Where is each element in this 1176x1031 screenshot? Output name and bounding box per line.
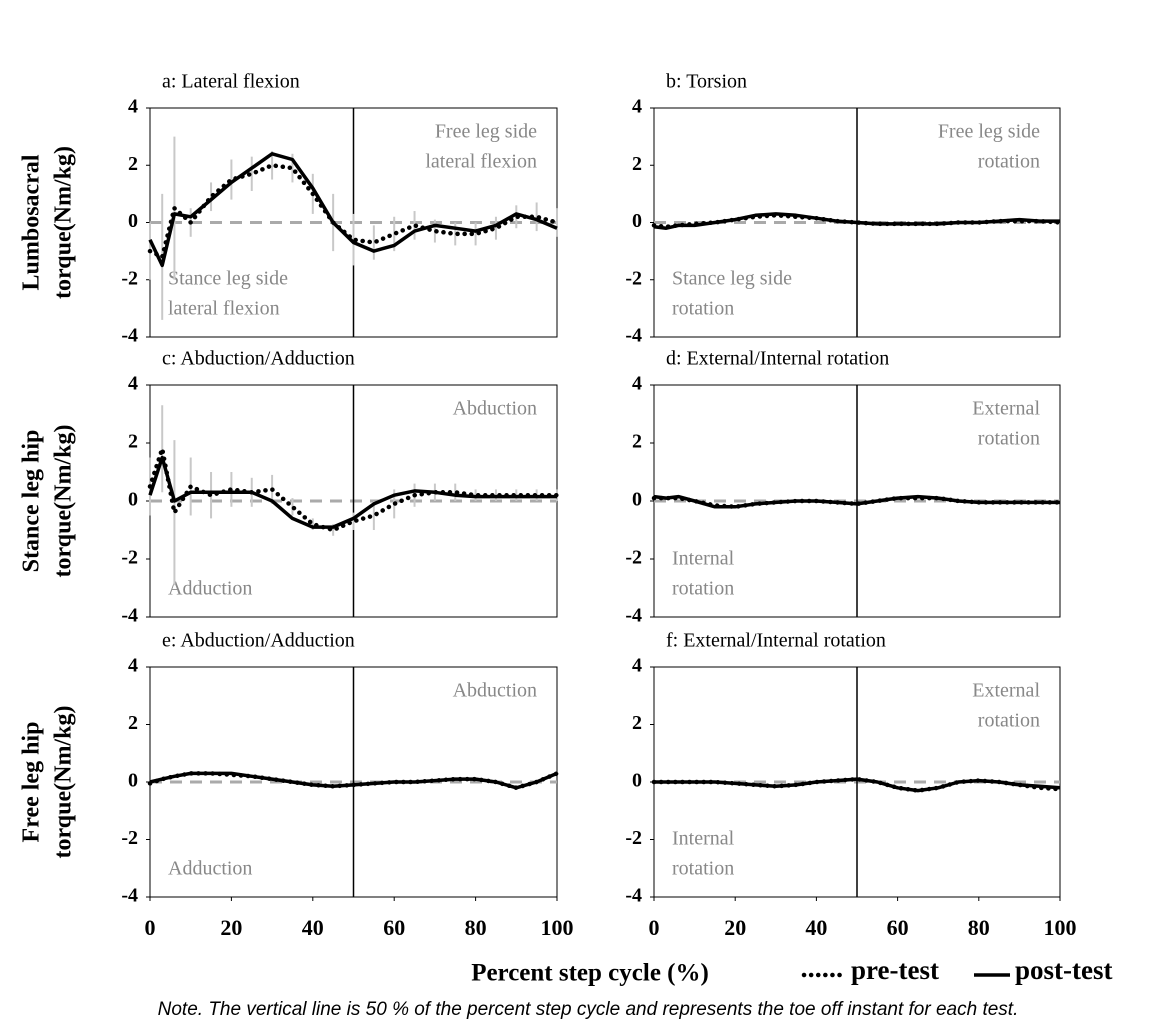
y-tick-label: 4 — [128, 373, 138, 395]
region-label: rotation — [978, 710, 1040, 732]
y-tick-label: -4 — [625, 885, 642, 907]
y-tick-label: -2 — [625, 827, 642, 849]
y-tick-label: 2 — [632, 153, 642, 175]
x-tick-label: 0 — [649, 915, 660, 940]
series-line — [148, 152, 558, 268]
x-tick-label: 40 — [805, 915, 827, 940]
region-label: lateral flexion — [425, 151, 537, 173]
panel-title: e: Abduction/Adduction — [162, 630, 355, 652]
y-tick-label: -4 — [625, 325, 642, 347]
panel-title: d: External/Internal rotation — [666, 348, 889, 370]
x-tick-label: 20 — [724, 915, 746, 940]
y-tick-label: 4 — [128, 96, 138, 118]
y-tick-label: -2 — [121, 547, 138, 569]
panel-title: a: Lateral flexion — [162, 71, 300, 93]
y-axis-label: torque(Nm/kg) — [51, 706, 77, 859]
legend-label: post-test — [1015, 955, 1112, 985]
y-axis-label: torque(Nm/kg) — [51, 146, 77, 299]
y-tick-label: 0 — [128, 489, 138, 511]
y-tick-label: 2 — [632, 431, 642, 453]
y-tick-label: -4 — [625, 605, 642, 627]
x-tick-label: 60 — [887, 915, 909, 940]
series-line — [653, 494, 1060, 509]
x-tick-label: 20 — [220, 915, 242, 940]
panel-title: f: External/Internal rotation — [666, 630, 886, 652]
legend-label: pre-test — [851, 955, 939, 985]
x-tick-label: 100 — [1044, 915, 1077, 940]
y-tick-label: 0 — [128, 770, 138, 792]
y-tick-label: 0 — [632, 770, 642, 792]
region-label: rotation — [978, 428, 1040, 450]
series-line — [654, 777, 1061, 793]
series-line — [149, 771, 558, 790]
note: Note. The vertical line is 50 % of the p… — [158, 999, 1019, 1020]
y-tick-label: -4 — [121, 885, 138, 907]
region-label: rotation — [672, 298, 734, 320]
y-tick-label: 2 — [128, 712, 138, 734]
region-label: Abduction — [453, 680, 537, 702]
y-axis-label: Lumbosacral — [19, 154, 45, 290]
region-label: lateral flexion — [168, 298, 280, 320]
region-label: Stance leg side — [672, 268, 792, 290]
y-tick-label: -2 — [121, 267, 138, 289]
x-tick-label: 0 — [145, 915, 156, 940]
y-tick-label: 2 — [632, 712, 642, 734]
x-tick-label: 60 — [383, 915, 405, 940]
y-tick-label: -2 — [625, 547, 642, 569]
panel-title: b: Torsion — [666, 71, 747, 93]
y-tick-label: -4 — [121, 605, 138, 627]
region-label: External — [972, 680, 1040, 702]
y-tick-label: 2 — [128, 431, 138, 453]
y-tick-label: -4 — [121, 325, 138, 347]
x-tick-label: 80 — [968, 915, 990, 940]
region-label: Stance leg side — [168, 268, 288, 290]
region-label: Free leg side — [938, 121, 1040, 143]
panel-title: c: Abduction/Adduction — [162, 348, 355, 370]
region-label: External — [972, 398, 1040, 420]
y-tick-label: 0 — [632, 489, 642, 511]
y-tick-label: 4 — [128, 655, 138, 677]
region-label: rotation — [978, 151, 1040, 173]
x-tick-label: 40 — [302, 915, 324, 940]
series-line — [653, 212, 1060, 230]
y-axis-label: Free leg hip — [19, 722, 45, 843]
y-axis-label: torque(Nm/kg) — [51, 425, 77, 578]
region-label: Adduction — [168, 578, 252, 600]
y-tick-label: 4 — [632, 655, 642, 677]
x-tick-label: 80 — [465, 915, 487, 940]
region-label: rotation — [672, 578, 734, 600]
region-label: Internal — [672, 828, 735, 850]
y-tick-label: 0 — [632, 210, 642, 232]
x-tick-label: 100 — [541, 915, 574, 940]
region-label: Abduction — [453, 398, 537, 420]
region-label: Internal — [672, 548, 735, 570]
series-line — [148, 455, 557, 529]
y-tick-label: -2 — [625, 267, 642, 289]
y-axis-label: Stance leg hip — [19, 430, 45, 573]
y-tick-label: 2 — [128, 153, 138, 175]
region-label: rotation — [672, 858, 734, 880]
region-label: Adduction — [168, 858, 252, 880]
x-axis-label: Percent step cycle (%) — [471, 960, 709, 987]
y-tick-label: 0 — [128, 210, 138, 232]
region-label: Free leg side — [435, 121, 537, 143]
y-tick-label: -2 — [121, 827, 138, 849]
y-tick-label: 4 — [632, 373, 642, 395]
y-tick-label: 4 — [632, 96, 642, 118]
